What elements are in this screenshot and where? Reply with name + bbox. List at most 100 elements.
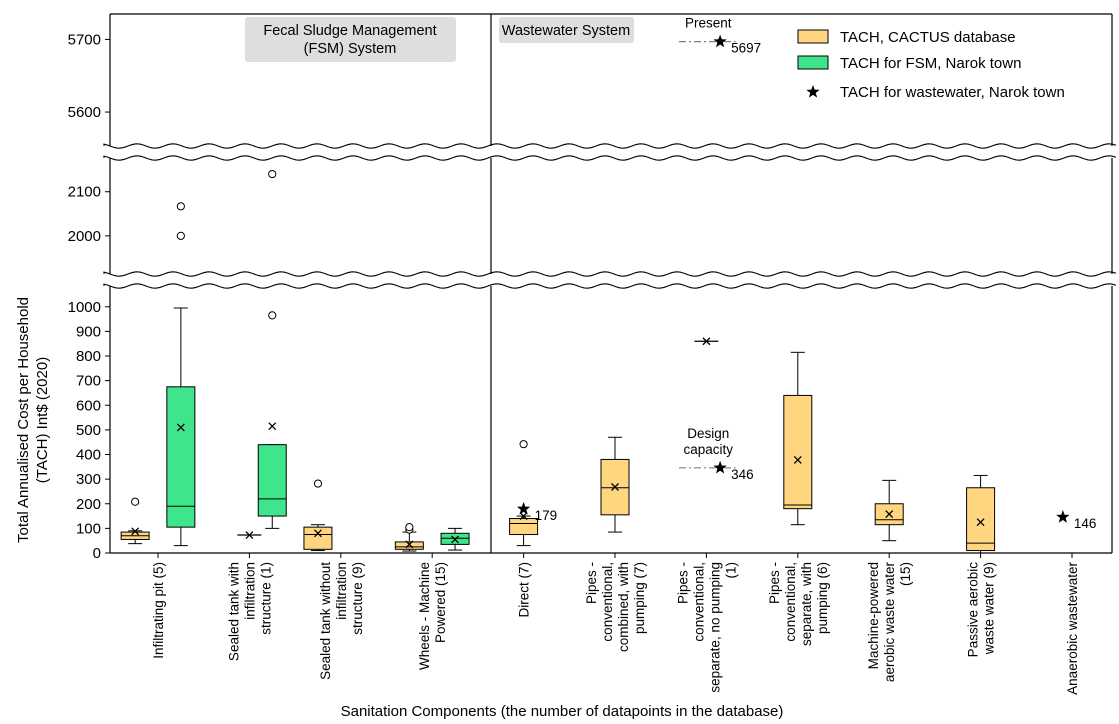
- y-tick-label: 5700: [68, 31, 101, 48]
- y-tick-label: 700: [76, 373, 101, 390]
- box-mean-marker: [451, 535, 460, 544]
- box-12: [966, 474, 996, 554]
- narok-wastewater-label: 146: [1074, 516, 1097, 531]
- y-tick-label: 200: [76, 496, 101, 513]
- box-7: [509, 440, 539, 547]
- box-mean-marker: [131, 527, 140, 536]
- y-tick-label: 0: [93, 545, 101, 562]
- x-tick-label-line: infiltration: [334, 562, 349, 620]
- x-axis-title: Sanitation Components (the number of dat…: [341, 703, 784, 720]
- legend-label: TACH for wastewater, Narok town: [840, 84, 1065, 101]
- system-label-box-wastewater: [499, 17, 634, 43]
- axis-break-line: [103, 143, 1117, 149]
- x-tick-label: Sealed tank with infiltration structure (1…: [226, 562, 273, 661]
- box-9: [694, 337, 719, 346]
- box-5: [394, 523, 424, 552]
- box-11: [874, 479, 904, 542]
- box-outlier: [268, 311, 277, 320]
- x-tick-label: Pipes - conventional, separate, with pumpin…: [767, 562, 830, 646]
- y-tick-label: 500: [76, 422, 101, 439]
- y-tick-label: 2000: [68, 228, 101, 245]
- x-tick-label-line: pumping (6): [815, 562, 830, 634]
- x-tick-label-line: (1): [723, 562, 738, 579]
- box-mean-marker: [245, 531, 254, 539]
- y-tick-label: 400: [76, 447, 101, 464]
- box-iqr: [509, 518, 539, 536]
- x-tick-label-line: Sealed tank with: [226, 562, 241, 661]
- narok-wastewater-star: [713, 34, 727, 48]
- y-tick-label: 100: [76, 520, 101, 537]
- system-label-fsm-line-2: (FSM) System: [304, 41, 397, 57]
- x-tick-label: Pipes - conventional, combined, with pumpin…: [584, 562, 647, 652]
- box-iqr: [394, 541, 424, 550]
- x-tick-label-line: combined, with: [616, 562, 631, 652]
- x-tick-label-line: separate, with: [799, 562, 814, 646]
- narok-wastewater-label: 5697: [731, 41, 761, 56]
- y-tick-label: 600: [76, 397, 101, 414]
- box-0: [120, 497, 150, 545]
- x-tick-label: Anaerobic wastewater: [1065, 562, 1080, 695]
- axis-break-gap: [104, 147, 1118, 157]
- legend-swatch: [797, 55, 829, 70]
- legend-swatch: [797, 29, 829, 44]
- y-tick-label: 800: [76, 348, 101, 365]
- legend-label: TACH, CACTUS database: [840, 29, 1016, 46]
- box-mean-marker: [176, 423, 185, 432]
- box-iqr: [783, 394, 813, 510]
- box-10: [783, 351, 813, 526]
- box-mean-marker: [885, 510, 894, 519]
- x-tick-label: Pipes - conventional, separate, no pumping…: [675, 562, 738, 693]
- box-mean-marker: [702, 337, 711, 346]
- plot-area: Fecal Sludge Management (FSM) System Waste…: [120, 16, 1097, 554]
- box-mean-marker: [519, 512, 528, 521]
- y-axis-title-line-1: Total Annualised Cost per Household: [15, 297, 32, 543]
- box-mean-marker: [976, 518, 985, 527]
- x-tick-label-line: infiltration: [242, 562, 257, 620]
- x-tick-label-line: conventional,: [691, 562, 706, 642]
- axis-break-line: [103, 271, 1117, 277]
- x-tick-label-line: Infiltrating pit (5): [151, 562, 166, 659]
- box-outlier: [176, 202, 185, 211]
- legend-label: TACH for FSM, Narok town: [840, 55, 1021, 72]
- x-tick-label-line: Pipes -: [767, 562, 782, 604]
- x-tick-label-line: Sealed tank without: [318, 562, 333, 680]
- annotation-text: Design: [687, 426, 729, 441]
- x-tick-label: Wheels - Machine Powered (15): [417, 562, 448, 670]
- axis-break-line: [103, 283, 1117, 289]
- box-mean-marker: [611, 483, 619, 491]
- x-tick-label-line: Pipes -: [584, 562, 599, 604]
- x-tick-label-line: Passive aerobic: [966, 562, 981, 658]
- x-tick-label: Machine-powered aerobic waste water (15): [866, 562, 913, 683]
- x-tick-label-line: structure (9): [350, 562, 365, 635]
- y-axis-ticks: 5600 5700 2000 2100 0 100 200 300 400 500 600 700 80…: [68, 31, 110, 562]
- x-tick-label-line: aerobic waste water: [882, 562, 897, 683]
- y-tick-label: 2100: [68, 184, 101, 201]
- box-2: [237, 531, 262, 539]
- box-iqr: [303, 526, 333, 550]
- box-outlier: [131, 497, 140, 506]
- axis-break-line: [103, 155, 1117, 161]
- box-8: [600, 436, 630, 533]
- x-tick-label: Sealed tank without infiltration structure…: [318, 562, 365, 680]
- x-axis-ticks: Infiltrating pit (5) Sealed tank with infi…: [151, 553, 1080, 695]
- y-tick-label: 1000: [68, 299, 101, 316]
- x-tick-label: Passive aerobic waste water (9): [966, 562, 997, 658]
- box-1: [166, 202, 196, 547]
- x-tick-label-line: conventional,: [600, 562, 615, 642]
- box-outlier: [313, 479, 323, 488]
- narok-wastewater-label: 179: [535, 508, 558, 523]
- x-tick-label-line: Anaerobic wastewater: [1065, 562, 1080, 695]
- box-outlier: [268, 169, 277, 179]
- system-label-box-fsm: [245, 17, 456, 62]
- x-tick-label-line: Direct (7): [517, 562, 532, 618]
- x-tick-label-line: Machine-powered: [866, 562, 881, 669]
- narok-wastewater-star: [516, 501, 531, 515]
- box-iqr: [166, 386, 196, 528]
- box-6: [440, 527, 470, 551]
- y-tick-label: 300: [76, 471, 101, 488]
- axes-frame: [103, 13, 1118, 554]
- y-tick-label: 5600: [68, 104, 101, 121]
- system-label-fsm-line-1: Fecal Sludge Management: [263, 23, 436, 39]
- box-mean-marker: [313, 529, 322, 538]
